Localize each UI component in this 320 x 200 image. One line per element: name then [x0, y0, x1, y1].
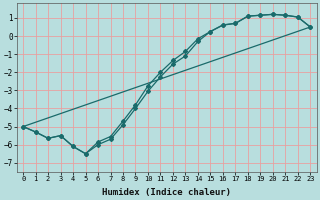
- X-axis label: Humidex (Indice chaleur): Humidex (Indice chaleur): [102, 188, 231, 197]
